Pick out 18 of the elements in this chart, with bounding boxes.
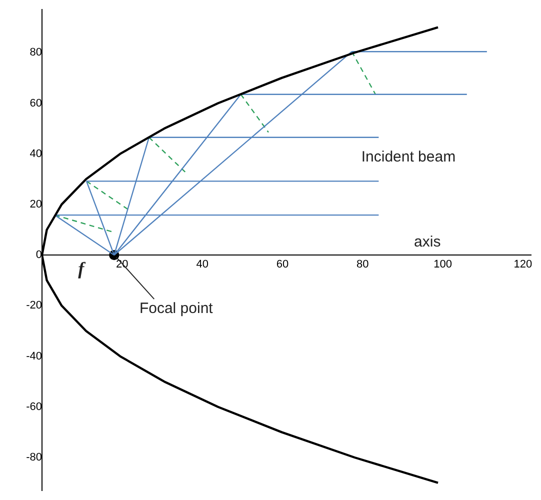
x-tick-label: 40 <box>196 258 208 271</box>
x-tick-label: 80 <box>356 258 369 271</box>
x-tick-label: 100 <box>434 258 452 271</box>
y-tick-label: -20 <box>26 300 42 312</box>
x-tick-label: 120 <box>514 258 532 271</box>
y-tick-label: 20 <box>30 198 42 210</box>
y-tick-label: 60 <box>30 97 42 110</box>
y-tick-label: 80 <box>30 46 42 59</box>
annotation: Focal point <box>139 300 214 318</box>
y-tick-label: -40 <box>26 350 42 362</box>
y-tick-label: -80 <box>26 452 42 464</box>
annotation: Incident beam <box>361 148 456 166</box>
y-tick-label: -60 <box>26 400 42 413</box>
y-tick-label: 0 <box>36 249 42 262</box>
annotation: f <box>78 258 86 279</box>
y-tick-label: 40 <box>30 148 42 160</box>
annotation: axis <box>414 234 441 251</box>
x-tick-label: 60 <box>276 258 289 271</box>
